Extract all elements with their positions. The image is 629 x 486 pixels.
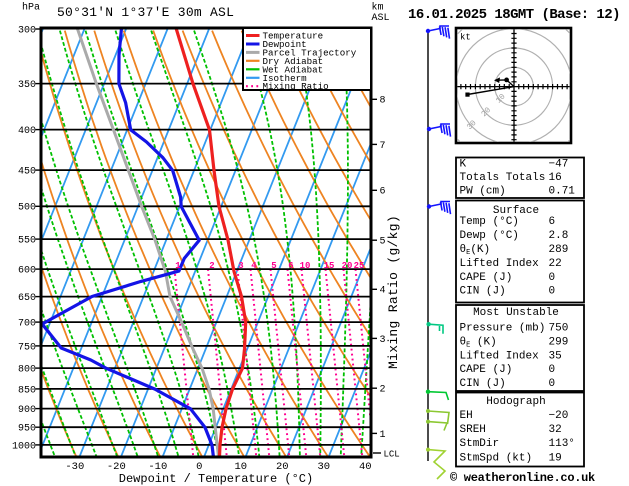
svg-text:CIN (J): CIN (J) [460,378,506,390]
svg-text:750: 750 [18,342,36,353]
svg-text:StmDir: StmDir [460,438,500,450]
svg-text:0: 0 [549,272,556,284]
svg-text:Hodograph: Hodograph [486,396,545,408]
svg-text:950: 950 [18,424,36,435]
svg-text:Totals Totals: Totals Totals [460,172,546,184]
svg-text:0: 0 [549,364,556,376]
svg-text:θE (K): θE (K) [460,336,497,349]
svg-text:2: 2 [209,261,214,271]
svg-text:Wet Adiabat: Wet Adiabat [263,64,324,75]
svg-text:800: 800 [18,365,36,376]
svg-text:-20: -20 [107,461,126,473]
svg-text:1: 1 [380,430,386,441]
svg-text:1000: 1000 [12,441,36,452]
svg-text:−47: −47 [549,159,569,171]
svg-text:6: 6 [288,261,293,271]
svg-text:40: 40 [359,461,372,473]
svg-text:5: 5 [271,261,276,271]
svg-text:Mixing Ratio: Mixing Ratio [263,81,329,92]
svg-text:289: 289 [549,244,569,256]
svg-text:-30: -30 [65,461,84,473]
svg-text:0: 0 [549,378,556,390]
svg-text:113°: 113° [549,438,575,450]
svg-text:Most Unstable: Most Unstable [473,307,559,319]
svg-text:-10: -10 [148,461,167,473]
svg-text:Dry Adiabat: Dry Adiabat [263,56,324,67]
svg-text:CAPE (J): CAPE (J) [460,364,513,376]
svg-text:K: K [460,159,467,171]
svg-text:CIN (J): CIN (J) [460,286,506,298]
svg-text:Mixing Ratio (g/kg): Mixing Ratio (g/kg) [386,215,401,369]
svg-text:16.01.2025 18GMT (Base: 12): 16.01.2025 18GMT (Base: 12) [408,7,620,23]
svg-text:20: 20 [342,261,353,271]
svg-text:1: 1 [175,261,181,271]
svg-text:700: 700 [18,319,36,330]
svg-text:CAPE (J): CAPE (J) [460,272,513,284]
svg-text:Lifted Index: Lifted Index [460,350,540,362]
svg-text:3: 3 [380,335,386,346]
svg-text:600: 600 [18,266,36,277]
svg-text:PW (cm): PW (cm) [460,185,506,197]
svg-text:650: 650 [18,293,36,304]
svg-text:50°31'N 1°37'E 30m ASL: 50°31'N 1°37'E 30m ASL [57,5,234,20]
svg-text:0.71: 0.71 [549,185,576,197]
svg-text:4: 4 [380,286,386,297]
svg-text:0: 0 [549,286,556,298]
svg-text:4: 4 [251,261,257,271]
svg-text:10: 10 [300,261,311,271]
svg-text:900: 900 [18,405,36,416]
svg-text:300: 300 [18,25,36,36]
svg-text:7: 7 [380,141,386,152]
svg-text:Dewpoint: Dewpoint [263,39,307,50]
svg-text:10: 10 [234,461,247,473]
svg-text:850: 850 [18,385,36,396]
svg-text:8: 8 [380,96,386,107]
svg-text:Dewpoint / Temperature (°C): Dewpoint / Temperature (°C) [119,472,313,486]
svg-text:15: 15 [324,261,335,271]
svg-text:ASL: ASL [372,13,390,24]
svg-text:Parcel Trajectory: Parcel Trajectory [263,47,357,58]
svg-text:16: 16 [549,172,562,184]
svg-text:LCL: LCL [384,450,400,460]
svg-text:Temp (°C): Temp (°C) [460,216,519,228]
svg-text:6: 6 [549,216,556,228]
svg-text:θE(K): θE(K) [460,244,491,257]
svg-text:400: 400 [18,126,36,137]
svg-text:Pressure (mb): Pressure (mb) [460,323,546,335]
svg-text:Temperature: Temperature [263,31,324,42]
svg-text:hPa: hPa [22,2,40,14]
svg-text:22: 22 [549,258,562,270]
svg-text:550: 550 [18,236,36,247]
svg-text:2: 2 [380,385,386,396]
svg-text:35: 35 [549,350,562,362]
svg-text:32: 32 [549,424,562,436]
svg-text:6: 6 [380,187,386,198]
svg-text:20: 20 [276,461,289,473]
svg-text:750: 750 [549,323,569,335]
svg-text:Surface: Surface [493,205,539,217]
svg-text:kt: kt [460,33,471,43]
svg-text:350: 350 [18,80,36,91]
svg-text:Dewp (°C): Dewp (°C) [460,230,519,242]
svg-text:2.8: 2.8 [549,230,569,242]
svg-text:SREH: SREH [460,424,486,436]
svg-text:19: 19 [549,452,562,464]
svg-text:450: 450 [18,167,36,178]
svg-text:Isotherm: Isotherm [263,73,308,84]
svg-text:StmSpd (kt): StmSpd (kt) [460,452,533,464]
svg-text:299: 299 [549,336,569,348]
svg-text:km: km [372,2,384,14]
svg-text:EH: EH [460,410,473,422]
svg-text:500: 500 [18,203,36,214]
svg-text:3: 3 [238,261,243,271]
svg-text:5: 5 [380,237,386,248]
svg-text:© weatheronline.co.uk: © weatheronline.co.uk [450,471,595,485]
svg-text:25: 25 [354,261,365,271]
svg-text:30: 30 [317,461,330,473]
svg-text:Lifted Index: Lifted Index [460,258,540,270]
svg-text:0: 0 [196,461,202,473]
svg-text:−20: −20 [549,410,569,422]
